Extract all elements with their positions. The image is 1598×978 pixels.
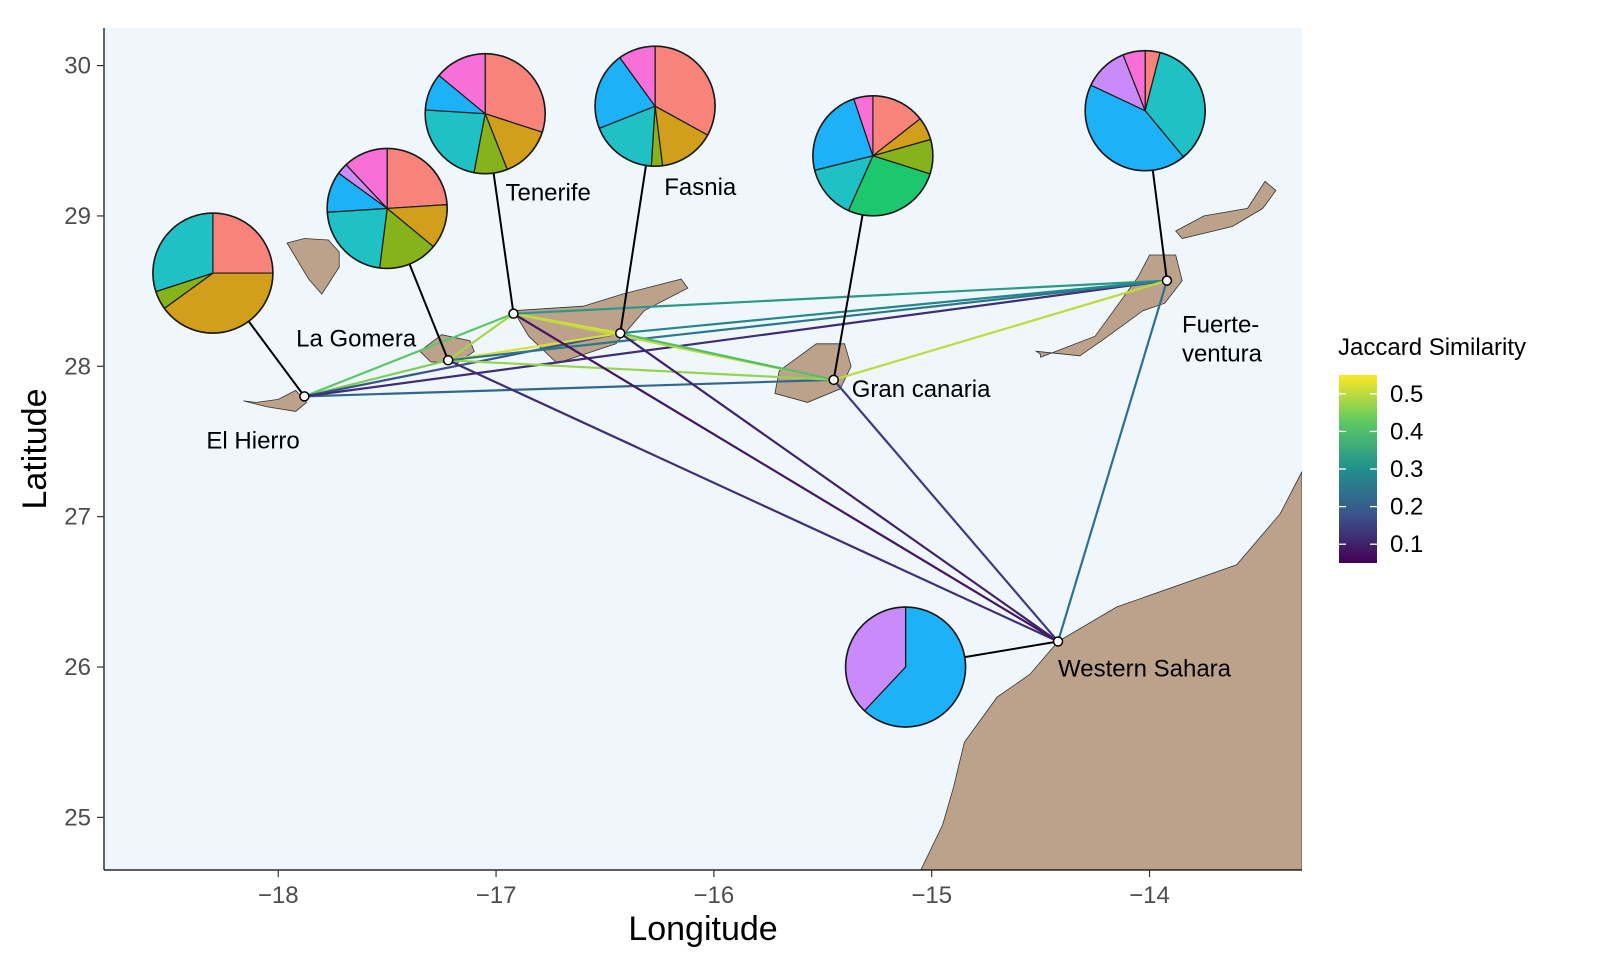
y-tick-label: 26 xyxy=(64,654,91,681)
x-tick-label: −16 xyxy=(694,882,735,909)
legend-tick-label: 0.2 xyxy=(1390,494,1423,521)
site-label-la-gomera: La Gomera xyxy=(296,325,417,352)
legend-tick-label: 0.4 xyxy=(1390,418,1423,445)
site-point-gran-canaria xyxy=(828,374,839,386)
link-fasnia-fuerteventura xyxy=(620,279,1168,335)
y-tick-label: 30 xyxy=(64,53,91,80)
site-label-el-hierro: El Hierro xyxy=(206,427,299,454)
site-label-western-sahara: Western Sahara xyxy=(1058,655,1232,682)
pie-outline-la-gomera xyxy=(326,147,448,270)
site-label-tenerife: Tenerife xyxy=(505,180,590,207)
site-label-line: Fasnia xyxy=(664,174,737,201)
legend-tick-label: 0.3 xyxy=(1390,456,1423,483)
pie-outline-western-sahara xyxy=(844,606,967,728)
lanzarote-island xyxy=(1175,180,1277,239)
x-axis-title: Longitude xyxy=(628,910,777,948)
site-points xyxy=(299,275,1173,647)
pie-outline-fuerteventura xyxy=(1084,49,1206,172)
site-label-fuerteventura: Fuerte-ventura xyxy=(1182,312,1263,368)
pie-la-gomera xyxy=(326,147,448,270)
link-el-hierro-tenerife xyxy=(303,312,514,398)
pie-outline-gran-canaria xyxy=(812,95,934,217)
axes: −18 −17 −16 −15 −14 25 26 27 28 29 30 Longitude Lati… xyxy=(16,28,1302,948)
site-point-la-gomera xyxy=(442,355,454,366)
y-tick-label: 27 xyxy=(64,504,91,531)
site-label-line: Fuerte- xyxy=(1182,312,1259,339)
site-label-line: La Gomera xyxy=(296,325,417,352)
x-tick-label: −14 xyxy=(1129,882,1170,909)
link-la-gomera-fasnia xyxy=(447,332,621,362)
site-label-line: Gran canaria xyxy=(852,376,991,403)
pie-el-hierro xyxy=(152,212,274,334)
site-label-line: ventura xyxy=(1182,341,1263,368)
pie-tenerife xyxy=(424,52,546,175)
link-la-gomera-tenerife xyxy=(447,312,515,362)
site-label-gran-canaria: Gran canaria xyxy=(852,376,991,403)
la-gomera-island xyxy=(419,334,475,364)
link-el-hierro-fasnia xyxy=(304,332,621,398)
link-fasnia-western-sahara xyxy=(619,332,1059,643)
site-point-western-sahara xyxy=(1052,636,1064,647)
legend-tick-label: 0.5 xyxy=(1390,381,1423,408)
site-label-line: Western Sahara xyxy=(1058,655,1232,682)
link-fasnia-gran-canaria xyxy=(619,332,834,381)
y-axis-title: Latitude xyxy=(16,389,54,510)
la-palma-island xyxy=(286,238,340,295)
site-point-el-hierro xyxy=(299,391,310,402)
x-tick-label: −15 xyxy=(911,882,952,909)
pie-outline-tenerife xyxy=(424,52,546,175)
site-point-tenerife xyxy=(508,308,519,319)
site-labels: El Hierro La Gomera Tenerife Fasnia Gran can… xyxy=(206,174,1262,682)
link-gran-canaria-western-sahara xyxy=(832,379,1059,643)
similarity-links xyxy=(303,279,1169,643)
link-fuerteventura-western-sahara xyxy=(1056,280,1169,642)
link-gran-canaria-fuerteventura xyxy=(833,279,1168,381)
site-point-fasnia xyxy=(614,327,626,339)
pie-fasnia xyxy=(594,45,716,167)
link-la-gomera-gran-canaria xyxy=(448,359,834,381)
y-tick-label: 25 xyxy=(64,804,91,831)
land-layer xyxy=(243,180,1302,870)
link-tenerife-fuerteventura xyxy=(513,279,1168,315)
site-point-fuerteventura xyxy=(1161,275,1173,286)
pie-fuerteventura xyxy=(1084,49,1206,172)
pie-western-sahara xyxy=(844,606,967,728)
pie-gran-canaria xyxy=(812,95,934,217)
legend-tick-label: 0.1 xyxy=(1390,531,1423,558)
site-label-line: Tenerife xyxy=(505,180,590,207)
legend: Jaccard Similarity 0.1 0.2 0.3 0.4 0.5 xyxy=(1338,334,1526,563)
link-el-hierro-fuerteventura xyxy=(304,279,1168,398)
link-el-hierro-gran-canaria xyxy=(304,378,834,398)
site-label-fasnia: Fasnia xyxy=(664,174,737,201)
pie-outline-fasnia xyxy=(594,45,716,167)
legend-title: Jaccard Similarity xyxy=(1338,334,1526,361)
link-tenerife-western-sahara xyxy=(512,312,1059,643)
x-tick-label: −18 xyxy=(258,882,299,909)
gran-canaria-island xyxy=(774,343,852,403)
link-la-gomera-western-sahara xyxy=(447,359,1059,643)
pie-outline-el-hierro xyxy=(152,212,274,334)
y-tick-label: 29 xyxy=(64,203,91,230)
link-el-hierro-la-gomera xyxy=(304,359,449,398)
site-label-line: El Hierro xyxy=(206,427,299,454)
y-tick-label: 28 xyxy=(64,353,91,380)
x-tick-label: −17 xyxy=(476,882,517,909)
pie-charts xyxy=(152,45,1206,728)
